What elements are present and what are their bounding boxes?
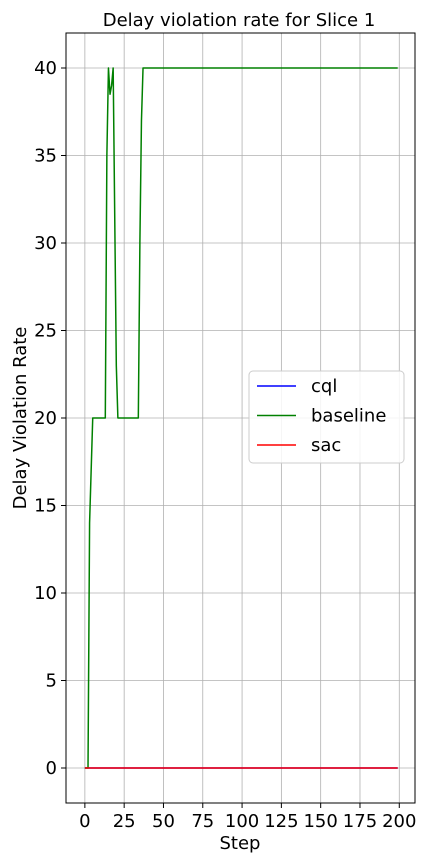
x-axis-ticks: 0 25 50 75 100 125 150 175 200 (79, 803, 416, 832)
legend: cql baseline sac (248, 370, 405, 464)
legend-label-sac: sac (311, 435, 341, 456)
x-tick-label: 50 (152, 811, 175, 832)
x-axis-label: Step (220, 833, 261, 854)
x-tick-label: 0 (79, 811, 90, 832)
chart-title: Delay violation rate for Slice 1 (103, 10, 376, 31)
y-tick-label: 20 (34, 408, 57, 429)
legend-label-baseline: baseline (311, 406, 386, 427)
y-tick-label: 15 (34, 496, 57, 517)
y-tick-label: 5 (46, 671, 57, 692)
x-tick-label: 125 (264, 811, 298, 832)
y-axis-ticks: 0 5 10 15 20 25 30 35 40 (34, 58, 66, 779)
x-tick-label: 75 (191, 811, 214, 832)
y-tick-label: 25 (34, 321, 57, 342)
y-tick-label: 0 (46, 758, 57, 779)
y-tick-label: 35 (34, 146, 57, 167)
legend-box (248, 370, 405, 464)
series-line-baseline (84, 67, 398, 769)
series-layer (84, 67, 398, 769)
y-tick-label: 30 (34, 233, 57, 254)
x-tick-label: 100 (225, 811, 259, 832)
x-tick-label: 175 (343, 811, 377, 832)
x-tick-label: 200 (382, 811, 416, 832)
x-tick-label: 25 (113, 811, 136, 832)
y-axis-label: Delay Violation Rate (10, 327, 31, 510)
y-tick-label: 10 (34, 583, 57, 604)
x-tick-label: 150 (303, 811, 337, 832)
legend-label-cql: cql (311, 376, 337, 397)
y-tick-label: 40 (34, 58, 57, 79)
